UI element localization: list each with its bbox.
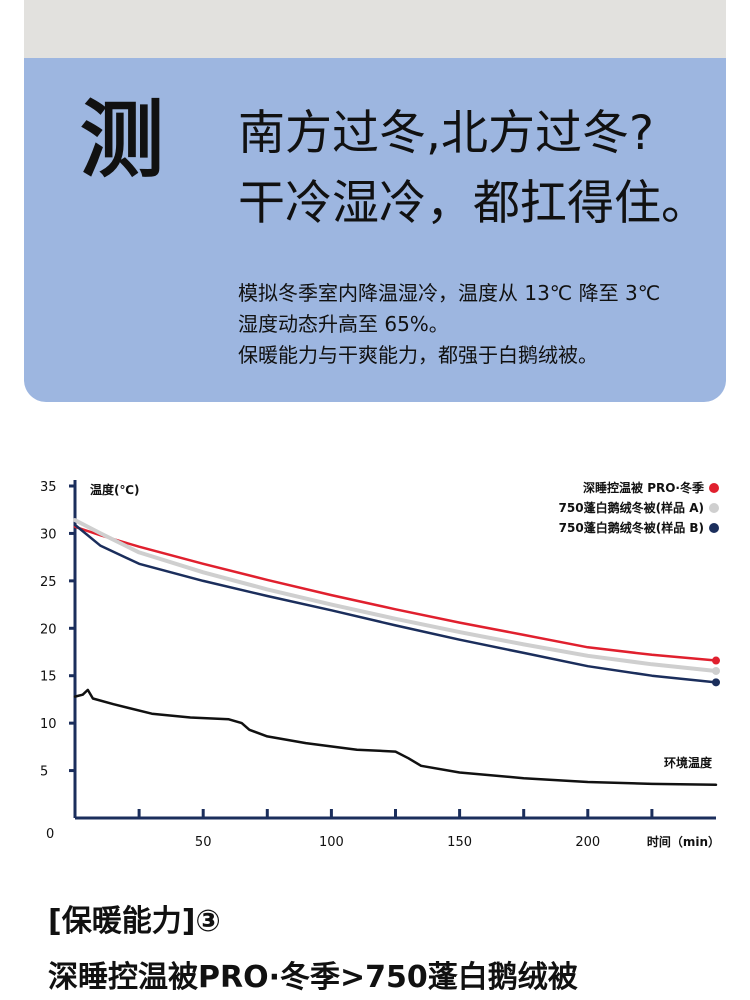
series-line-3 [73, 688, 718, 787]
series-line-1 [73, 518, 718, 673]
series-line-0 [73, 525, 718, 662]
series-inline-label: 环境温度 [664, 755, 713, 770]
legend-entry-label: 750蓬白鹅绒冬被(样品 B) [559, 520, 704, 535]
y-tick-label: 35 [40, 480, 57, 495]
hero-panel: 测 南方过冬,北方过冬? 干冷湿冷，都扛得住。 模拟冬季室内降温湿冷，温度从 1… [24, 58, 726, 402]
series-line-2 [73, 523, 718, 684]
y-tick-label: 5 [40, 765, 48, 780]
x-tick-label: 200 [575, 835, 600, 850]
series-end-point-0 [712, 656, 720, 665]
hero-description-line: 湿度动态升高至 65%。 [238, 312, 449, 336]
series-end-point-1 [712, 666, 720, 675]
legend-entry-marker [709, 523, 719, 533]
hero-headline-line-2: 干冷湿冷，都扛得住。 [238, 176, 708, 231]
hero-headline-line-1: 南方过冬,北方过冬? [238, 106, 654, 161]
hero-test-character: 测 [80, 91, 165, 189]
y-axis-title: 温度(℃) [90, 482, 140, 497]
legend-entry-marker [709, 483, 719, 493]
temperature-line-chart: 5 10 15 20 25 30 35 0 50 100 150 200 温度(℃) 时间（min） 环境温… [40, 480, 720, 850]
legend-entry-label: 深睡控温被 PRO·冬季 [583, 480, 705, 495]
top-photo-strip [24, 0, 726, 58]
footer-subtitle: 深睡控温被PRO·冬季>750蓬白鹅绒被 [48, 960, 578, 995]
y-tick-label: 15 [40, 670, 57, 685]
y-tick-label: 25 [40, 575, 57, 590]
x-tick-label: 150 [447, 835, 472, 850]
origin-label: 0 [46, 827, 54, 842]
series-end-point-2 [712, 678, 720, 687]
hero-description: 模拟冬季室内降温湿冷，温度从 13℃ 降至 3℃ 湿度动态升高至 65%。 保暖… [238, 278, 660, 371]
footer-title: [保暖能力]③ [48, 904, 221, 939]
legend-entry-label: 750蓬白鹅绒冬被(样品 A) [559, 500, 704, 515]
y-tick-label: 10 [40, 717, 57, 732]
hero-description-line: 保暖能力与干爽能力，都强于白鹅绒被。 [238, 343, 598, 367]
y-tick-label: 30 [40, 527, 57, 542]
x-axis-title: 时间（min） [647, 834, 720, 849]
x-tick-label: 100 [319, 835, 344, 850]
x-tick-label: 50 [195, 835, 212, 850]
legend-entry-marker [709, 503, 719, 513]
hero-description-line: 模拟冬季室内降温湿冷，温度从 13℃ 降至 3℃ [238, 281, 661, 305]
y-tick-label: 20 [40, 622, 57, 637]
